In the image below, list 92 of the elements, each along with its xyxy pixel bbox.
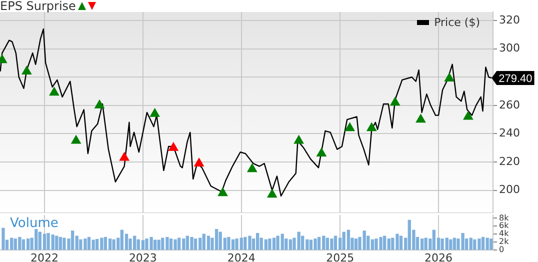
- bar: [334, 236, 338, 250]
- point: [150, 108, 160, 117]
- bar: [317, 236, 321, 250]
- bar: [354, 238, 358, 250]
- annotation: 279.40: [498, 72, 532, 85]
- bar: [214, 228, 218, 250]
- y-tick-label: 6k: [499, 221, 510, 230]
- bar: [2, 228, 5, 250]
- bar: [272, 238, 276, 250]
- bar: [387, 238, 390, 250]
- bar: [399, 236, 403, 250]
- point: [120, 152, 130, 161]
- bar: [383, 236, 386, 250]
- bar: [194, 238, 198, 250]
- bar: [157, 240, 160, 250]
- point: [294, 135, 304, 144]
- point: [218, 188, 228, 196]
- point: [71, 135, 81, 144]
- point: [49, 87, 60, 96]
- bar: [87, 236, 91, 250]
- y-tick-label: 320: [499, 13, 520, 26]
- chart-title: Volume: [10, 216, 58, 231]
- point: [416, 114, 426, 123]
- legend-title: EPS Surprise: [0, 0, 76, 13]
- bar: [112, 239, 116, 250]
- bar: [141, 240, 145, 250]
- bar: [132, 236, 136, 250]
- bar: [92, 240, 95, 250]
- bar: [288, 239, 292, 250]
- y-tick-label: 0: [499, 245, 504, 254]
- bar: [177, 238, 181, 250]
- bar: [22, 239, 26, 250]
- bar: [227, 236, 230, 250]
- bar: [18, 236, 22, 250]
- bar: [104, 236, 108, 250]
- point: [463, 111, 474, 120]
- bar: [153, 240, 157, 250]
- bar: [169, 238, 173, 250]
- bar: [309, 240, 313, 250]
- y-tick-label: 260: [499, 98, 520, 112]
- bar: [186, 236, 190, 250]
- bar: [424, 238, 428, 250]
- y-tick-label: 240: [499, 126, 520, 140]
- bar: [70, 230, 74, 250]
- x-tick-label: 2025: [326, 251, 354, 262]
- bar: [206, 236, 210, 250]
- y-tick-label: 220: [499, 154, 520, 168]
- point: [344, 122, 355, 132]
- point: [22, 66, 32, 74]
- x-tick-label: 2022: [30, 251, 58, 262]
- y-tick-label: 300: [499, 42, 520, 55]
- bar: [264, 239, 268, 250]
- bar: [231, 239, 235, 250]
- bar: [486, 238, 489, 250]
- legend-label: Price ($): [434, 16, 480, 29]
- y-tick-label: 2k: [499, 237, 510, 246]
- bar: [124, 234, 128, 250]
- y-tick-label: 4k: [499, 229, 510, 238]
- bar: [256, 232, 260, 250]
- bar: [469, 238, 472, 250]
- bar: [432, 230, 436, 250]
- bar: [58, 236, 62, 250]
- point: [194, 158, 204, 166]
- x-tick-label: 2023: [128, 251, 157, 262]
- bar: [346, 230, 350, 250]
- x-tick-label: 2026: [424, 251, 453, 262]
- point: [168, 142, 178, 151]
- bar: [330, 238, 334, 250]
- bar: [26, 238, 30, 250]
- y-tick-label: 8k: [499, 213, 510, 222]
- bar: [420, 238, 424, 250]
- bar: [174, 239, 177, 250]
- bar: [42, 234, 46, 250]
- bar: [268, 238, 272, 250]
- point: [94, 100, 104, 108]
- bar: [481, 236, 485, 250]
- point: [316, 148, 326, 157]
- point: [267, 189, 277, 198]
- bar: [490, 238, 493, 250]
- bar: [190, 236, 194, 250]
- x-tick-label: 2024: [227, 251, 256, 262]
- bar: [314, 238, 317, 250]
- bar: [449, 239, 452, 250]
- bar: [55, 236, 58, 250]
- bar: [452, 238, 456, 250]
- point: [390, 97, 400, 106]
- bar: [108, 238, 112, 250]
- bar: [370, 239, 374, 250]
- y-tick-label: 200: [499, 183, 520, 196]
- point: [366, 122, 376, 132]
- point: [444, 73, 454, 82]
- point: [247, 164, 257, 172]
